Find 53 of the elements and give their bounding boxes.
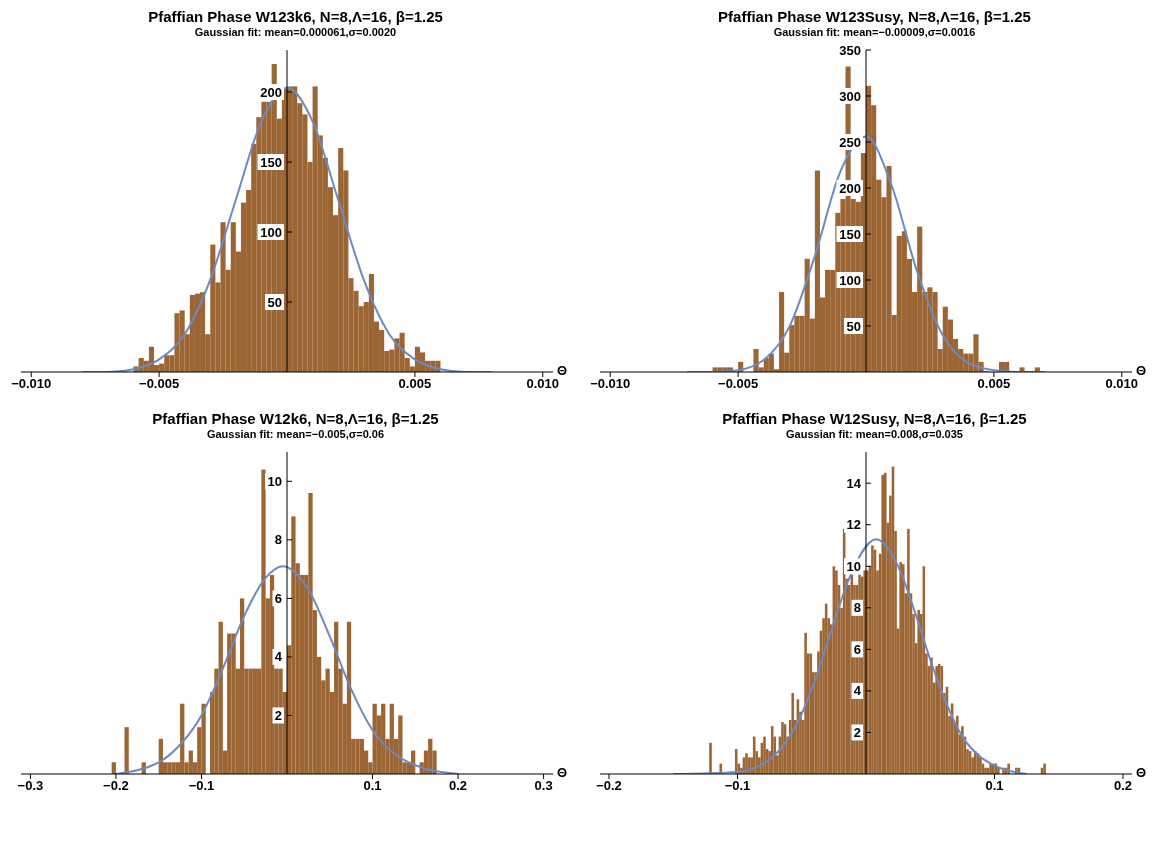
y-tick-label: 8 xyxy=(274,532,282,548)
y-tick-label: 4 xyxy=(274,649,283,665)
y-tick-label: 2 xyxy=(853,724,861,740)
chart-subtitle: Gaussian fit: mean=0.008,σ=0.035 xyxy=(785,428,964,440)
y-tick-label: 350 xyxy=(839,42,861,58)
chart-subtitle: Gaussian fit: mean=−0.005,σ=0.06 xyxy=(205,428,386,440)
y-tick-label: 50 xyxy=(846,318,861,334)
y-tick-label: 100 xyxy=(260,224,282,240)
x-tick-label: 0.1 xyxy=(363,778,382,794)
x-axis-title: Θ xyxy=(557,765,568,780)
x-tick-label: −0.2 xyxy=(596,778,622,794)
x-tick-label: 0.1 xyxy=(985,778,1004,794)
x-tick-label: −0.005 xyxy=(718,376,759,392)
chart-subtitle: Gaussian fit: mean=0.000061,σ=0.0020 xyxy=(193,26,398,38)
x-tick-label: −0.3 xyxy=(17,778,44,794)
y-tick-label: 14 xyxy=(846,475,862,491)
y-tick-label: 50 xyxy=(267,294,282,310)
x-tick-label: 0.010 xyxy=(1105,376,1139,392)
y-tick-label: 2 xyxy=(274,707,282,723)
x-tick-label: −0.005 xyxy=(139,376,180,392)
y-tick-label: 200 xyxy=(260,84,282,100)
chart-title: Pfaffian Phase W12Susy, N=8,Λ=16, β=1.25 xyxy=(721,410,1028,427)
x-tick-label: 0.2 xyxy=(449,778,468,794)
y-tick-label: 12 xyxy=(846,517,861,533)
x-tick-label: −0.1 xyxy=(188,778,215,794)
x-tick-label: 0.005 xyxy=(398,376,432,392)
y-tick-label: 8 xyxy=(853,600,861,616)
x-tick-label: 0.3 xyxy=(534,778,553,794)
x-tick-label: −0.2 xyxy=(103,778,129,794)
chart-title: Pfaffian Phase W123Susy, N=8,Λ=16, β=1.25 xyxy=(717,8,1032,25)
x-axis-title: Θ xyxy=(1136,765,1147,780)
x-tick-label: −0.010 xyxy=(590,376,631,392)
chart-title: Pfaffian Phase W12k6, N=8,Λ=16, β=1.25 xyxy=(151,410,440,427)
y-tick-label: 6 xyxy=(274,590,282,606)
x-axis-title: Θ xyxy=(557,363,568,378)
y-tick-label: 300 xyxy=(839,88,861,104)
y-tick-label: 150 xyxy=(260,154,282,170)
chart-title: Pfaffian Phase W123k6, N=8,Λ=16, β=1.25 xyxy=(147,8,444,25)
x-tick-label: 0.005 xyxy=(977,376,1011,392)
x-tick-label: 0.2 xyxy=(1113,778,1133,794)
y-tick-label: 10 xyxy=(846,558,861,574)
y-tick-label: 6 xyxy=(853,641,861,657)
y-tick-label: 250 xyxy=(839,134,861,150)
chart-subtitle: Gaussian fit: mean=−0.00009,σ=0.0016 xyxy=(772,26,977,38)
y-tick-label: 10 xyxy=(267,473,282,489)
y-tick-label: 150 xyxy=(839,226,861,242)
y-tick-label: 4 xyxy=(853,683,862,699)
x-tick-label: −0.010 xyxy=(11,376,52,392)
x-tick-label: 0.010 xyxy=(526,376,560,392)
x-tick-label: −0.1 xyxy=(724,778,751,794)
y-tick-label: 200 xyxy=(839,180,861,196)
x-axis-title: Θ xyxy=(1136,363,1147,378)
y-tick-label: 100 xyxy=(839,272,861,288)
